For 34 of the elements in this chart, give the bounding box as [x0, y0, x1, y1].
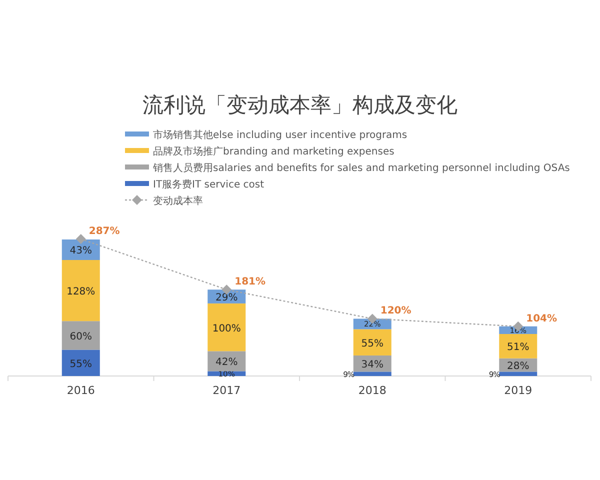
data-label: 55% [70, 358, 92, 370]
data-label: 28% [507, 361, 530, 372]
point [76, 234, 86, 244]
bar [499, 372, 538, 376]
x-tick-label: 2017 [212, 384, 241, 397]
x-tick-label: 2019 [504, 384, 532, 397]
x-tick-label: 2018 [358, 384, 386, 397]
x-tick-label: 2016 [66, 384, 95, 397]
bar [62, 350, 100, 376]
legend-label: IT服务费IT service cost [153, 178, 264, 190]
bar [62, 321, 100, 350]
bar [62, 260, 100, 322]
data-label: 60% [70, 331, 92, 342]
bar [353, 329, 392, 356]
data-label: 43% [70, 246, 92, 257]
legend-label: 品牌及市场推广branding and marketing expenses [153, 146, 394, 158]
data-label: 42% [216, 357, 238, 368]
data-label: 128% [66, 286, 96, 298]
bar [208, 303, 246, 352]
data-label: 29% [216, 292, 238, 304]
legend-label: 市场销售其他else including user incentive programs [153, 129, 408, 141]
chart-title: 流利说「变动成本率」构成及变化 [142, 93, 458, 117]
data-label: 287% [88, 226, 120, 237]
bar [353, 372, 392, 376]
legend-label: 变动成本率 [153, 195, 203, 207]
legend-label: 销售人员费用salaries and benefits for sales and marketing personnel including OSAs [152, 162, 570, 174]
data-label: 120% [380, 306, 412, 317]
data-label: 104% [526, 313, 558, 324]
data-label: 100% [212, 323, 241, 334]
bar [499, 334, 538, 358]
data-label: 34% [361, 360, 384, 371]
data-label: 181% [234, 276, 266, 288]
data-label: 55% [361, 338, 384, 350]
data-label: 51% [507, 342, 530, 354]
